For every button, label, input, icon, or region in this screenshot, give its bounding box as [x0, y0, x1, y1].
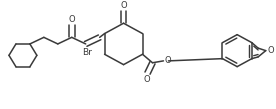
Text: Br: Br: [82, 48, 92, 57]
Text: O: O: [164, 56, 171, 65]
Text: O: O: [68, 15, 75, 24]
Text: O: O: [143, 75, 150, 84]
Text: O: O: [268, 46, 274, 55]
Text: O: O: [120, 1, 127, 10]
